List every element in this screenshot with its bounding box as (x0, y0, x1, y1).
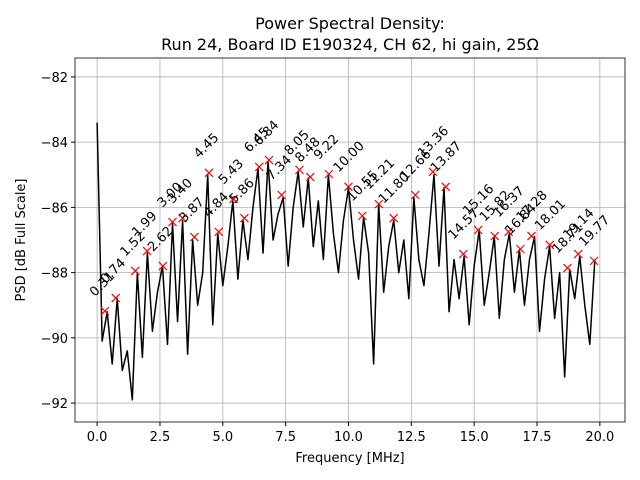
chart-title: Power Spectral Density: (255, 14, 445, 33)
peak-marker (264, 155, 274, 165)
peak-marker (344, 182, 353, 192)
peak-marker (158, 261, 168, 271)
peak-marker (563, 263, 572, 273)
peak-marker (374, 199, 384, 209)
y-tick-label: −82 (41, 71, 68, 86)
peak-marker (324, 169, 334, 179)
peak-marker (473, 225, 483, 235)
peak-marker (111, 293, 121, 303)
x-tick-label: 12.5 (397, 430, 426, 445)
y-tick-label: −92 (41, 397, 68, 412)
y-axis-label: PSD [dB Full Scale] (14, 178, 29, 301)
peak-marker (458, 249, 468, 259)
peak-marker (168, 217, 177, 227)
peak-marker (410, 190, 420, 200)
peak-marker (204, 168, 214, 178)
peak-marker (178, 213, 188, 223)
x-tick-label: 5.0 (212, 430, 233, 445)
peak-marker (389, 213, 399, 223)
peak-marker (100, 306, 110, 316)
peak-marker (239, 213, 249, 223)
x-axis-label: Frequency [MHz] (295, 451, 404, 466)
peak-marker (229, 194, 239, 204)
peak-marker (254, 162, 264, 172)
peak-marker (357, 211, 367, 221)
y-tick-label: −88 (41, 267, 68, 282)
peak-marker (490, 231, 500, 241)
x-tick-label: 17.5 (523, 430, 552, 445)
peak-marker (573, 249, 583, 259)
peak-marker (428, 167, 438, 177)
peak-label: 4.45 (191, 131, 222, 162)
x-tick-label: 10.0 (334, 430, 363, 445)
x-tick-label: 20.0 (585, 430, 614, 445)
chart-title: Run 24, Board ID E190324, CH 62, hi gain… (161, 35, 539, 54)
y-tick-label: −86 (41, 201, 68, 216)
plot-frame (74, 57, 626, 423)
x-tick-label: 0.0 (87, 430, 108, 445)
peak-marker (589, 256, 599, 266)
y-tick-label: −90 (41, 332, 68, 347)
peak-marker (214, 227, 224, 237)
peak-marker (545, 240, 555, 250)
x-tick-label: 15.0 (460, 430, 489, 445)
peak-marker (441, 182, 451, 192)
x-tick-label: 7.5 (275, 430, 296, 445)
peak-marker (305, 172, 315, 182)
peak-marker (130, 266, 140, 276)
peak-marker (277, 190, 287, 200)
y-tick-label: −84 (41, 136, 68, 151)
peak-marker (516, 244, 525, 254)
peak-marker (527, 231, 536, 241)
peak-marker (142, 246, 152, 256)
x-tick-label: 2.5 (150, 430, 171, 445)
peak-marker (504, 227, 514, 237)
peak-marker (295, 165, 304, 175)
peak-label: 6.84 (251, 118, 282, 149)
peak-marker (189, 232, 199, 242)
psd-line (96, 122, 596, 401)
